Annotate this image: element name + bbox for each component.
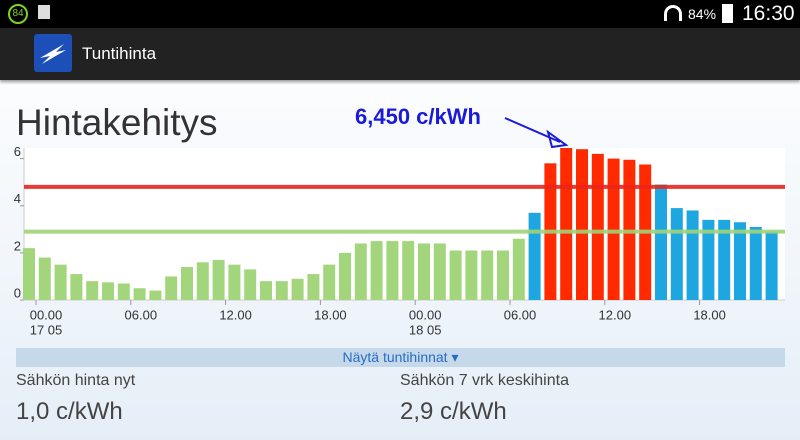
bar (196, 262, 209, 300)
x-tick-label: 06.00 (125, 307, 158, 322)
bar (38, 257, 51, 300)
wifi-icon (664, 5, 682, 21)
bar (497, 250, 509, 300)
bar (734, 222, 746, 300)
bar (244, 269, 257, 300)
sd-icon (38, 5, 50, 19)
x-date-label: 18 05 (409, 322, 442, 337)
app-bar: Tuntihinta (0, 28, 800, 80)
x-tick-label: 12.00 (219, 307, 252, 322)
bar (749, 226, 762, 300)
bar (702, 219, 715, 300)
stat-label: Sähkön hinta nyt (16, 372, 136, 389)
bar (465, 250, 478, 300)
stat-value: 1,0 c/kWh (16, 398, 123, 425)
y-tick-label: 4 (14, 191, 21, 206)
bar (307, 274, 320, 300)
bar (275, 281, 288, 300)
clock: 16:30 (742, 2, 795, 25)
bar (70, 274, 83, 300)
bar (102, 282, 114, 300)
bar (181, 267, 193, 300)
bar (481, 250, 494, 300)
bar (765, 231, 778, 300)
x-tick-label: 12.00 (599, 307, 632, 322)
battery-percent: 84% (688, 6, 717, 22)
bar (449, 250, 462, 300)
x-date-label: 17 05 (30, 322, 63, 337)
stat-value: 2,9 c/kWh (400, 398, 507, 425)
bar (354, 243, 367, 300)
app-logo (40, 44, 66, 64)
bar (54, 264, 67, 300)
bar (402, 241, 415, 300)
x-tick-label: 06.00 (504, 307, 537, 322)
bar (212, 259, 225, 300)
bar (591, 153, 604, 300)
bar (670, 208, 683, 300)
bar (165, 276, 178, 300)
y-tick-label: 6 (14, 144, 21, 159)
bar (418, 243, 430, 300)
toggle-hourly[interactable]: Näytä tuntihinnat ▾ (16, 348, 785, 367)
x-tick-label: 18.00 (693, 307, 726, 322)
bar (291, 278, 304, 300)
x-tick-label: 18.00 (314, 307, 347, 322)
annotation-arrow (504, 117, 569, 149)
notification-badge: 84 (8, 4, 28, 24)
bar (86, 281, 99, 300)
status-bar: 84 84% 16:30 (0, 0, 800, 28)
bar (323, 264, 336, 300)
page-title: Hintakehitys (16, 102, 218, 143)
bar (686, 210, 699, 300)
bar (386, 241, 399, 300)
x-tick-label: 00.00 (30, 307, 63, 322)
bar (528, 212, 541, 300)
bar (718, 219, 731, 300)
bar (655, 184, 667, 300)
bar (370, 241, 383, 300)
bar (512, 238, 525, 300)
y-tick-label: 0 (14, 285, 21, 300)
app-title: Tuntihinta (82, 44, 157, 63)
bar (23, 248, 35, 300)
bar (607, 158, 620, 300)
x-tick-label: 00.00 (409, 307, 442, 322)
bar (117, 283, 130, 300)
bar (260, 281, 272, 300)
bar (433, 243, 446, 300)
annotation: 6,450 c/kWh (355, 104, 481, 129)
bar (339, 252, 351, 300)
stat-label: Sähkön 7 vrk keskihinta (400, 372, 569, 389)
app-icon[interactable] (34, 34, 72, 72)
y-tick-label: 2 (14, 238, 21, 253)
bar (149, 290, 162, 300)
bar (560, 148, 573, 300)
battery-icon (722, 4, 733, 23)
bar (576, 149, 588, 300)
bar (228, 264, 241, 300)
bar (133, 288, 146, 300)
